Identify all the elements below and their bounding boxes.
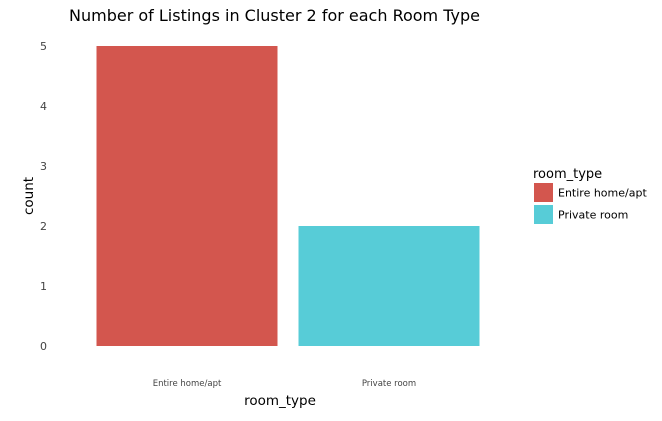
bar-private-room xyxy=(298,226,480,346)
legend-title: room_type xyxy=(533,167,602,182)
x-axis-ticks: Entire home/apt Private room xyxy=(153,379,416,389)
y-tick-label: 2 xyxy=(40,220,47,233)
y-axis-label: count xyxy=(21,177,37,215)
x-axis-label: room_type xyxy=(244,393,316,409)
y-tick-label: 1 xyxy=(40,280,47,293)
legend-label: Private room xyxy=(558,209,628,222)
y-axis-ticks: 0 1 2 3 4 5 xyxy=(40,40,47,353)
legend-swatch xyxy=(534,205,553,224)
bar-entire-home-apt xyxy=(96,46,278,346)
y-tick-label: 5 xyxy=(40,40,47,53)
y-tick-label: 3 xyxy=(40,160,47,173)
bars xyxy=(96,46,480,346)
chart-title: Number of Listings in Cluster 2 for each… xyxy=(69,6,480,25)
y-tick-label: 0 xyxy=(40,340,47,353)
legend-swatch xyxy=(534,183,553,202)
x-tick-label: Entire home/apt xyxy=(153,379,222,389)
y-tick-label: 4 xyxy=(40,100,47,113)
legend: room_type Entire home/apt Private room xyxy=(533,167,647,224)
legend-label: Entire home/apt xyxy=(558,187,647,200)
x-tick-label: Private room xyxy=(362,379,416,389)
